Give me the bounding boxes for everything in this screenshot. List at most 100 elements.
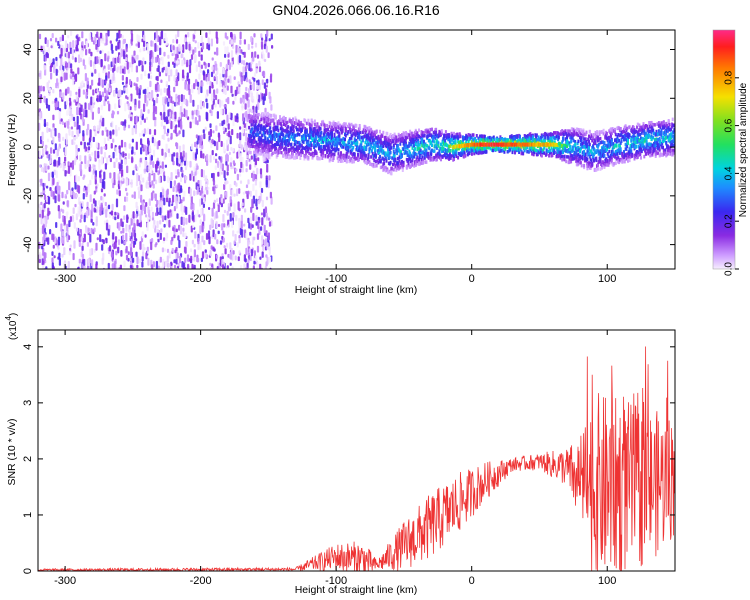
- heatmap-cell: [374, 164, 377, 168]
- heatmap-cell: [375, 136, 378, 140]
- heatmap-cell: [63, 225, 67, 233]
- heatmap-cell: [114, 216, 117, 221]
- heatmap-cell: [330, 153, 333, 157]
- heatmap-cell: [189, 94, 192, 103]
- heatmap-cell: [224, 248, 227, 255]
- heatmap-cell: [205, 98, 208, 103]
- heatmap-cell: [119, 33, 122, 38]
- heatmap-cell: [167, 61, 170, 68]
- heatmap-cell: [313, 122, 316, 126]
- heatmap-cell: [259, 144, 262, 148]
- heatmap-cell: [260, 33, 263, 39]
- heatmap-cell: [293, 149, 296, 153]
- heatmap-cell: [72, 73, 75, 77]
- heatmap-cell: [287, 130, 290, 134]
- heatmap-cell: [401, 133, 403, 137]
- heatmap-cell: [252, 212, 255, 221]
- heatmap-cell: [226, 171, 229, 176]
- heatmap-cell: [62, 235, 65, 245]
- heatmap-cell: [227, 78, 230, 83]
- heatmap-cell: [217, 204, 220, 213]
- heatmap-cell: [68, 250, 71, 256]
- heatmap-cell: [47, 172, 51, 182]
- heatmap-cell: [531, 152, 534, 156]
- heatmap-cell: [357, 153, 359, 157]
- heatmap-cell: [327, 153, 330, 158]
- heatmap-cell: [411, 131, 414, 136]
- heatmap-cell: [82, 59, 85, 66]
- heatmap-cell: [55, 97, 58, 102]
- heatmap-cell: [236, 230, 239, 234]
- heatmap-cell: [213, 199, 216, 204]
- heatmap-cell: [161, 67, 164, 73]
- heatmap-cell: [200, 85, 203, 94]
- heatmap-cell: [251, 198, 254, 208]
- heatmap-cell: [52, 149, 56, 154]
- heatmap-cell: [399, 142, 402, 146]
- heatmap-cell: [280, 150, 283, 155]
- heatmap-cell: [229, 75, 232, 84]
- heatmap-cell: [286, 120, 289, 125]
- heatmap-cell: [194, 231, 197, 239]
- heatmap-cell: [135, 201, 138, 209]
- heatmap-cell: [248, 88, 251, 95]
- heatmap-cell: [111, 120, 114, 128]
- heatmap-cell: [66, 200, 69, 207]
- heatmap-cell: [179, 152, 183, 160]
- heatmap-cell: [177, 60, 180, 64]
- heatmap-cell: [135, 115, 138, 124]
- heatmap-cell: [231, 220, 234, 228]
- heatmap-cell: [184, 152, 188, 159]
- heatmap-cell: [154, 43, 157, 52]
- heatmap-cell: [373, 130, 376, 134]
- heatmap-cell: [279, 138, 281, 142]
- heatmap-cell: [327, 127, 329, 132]
- heatmap-cell: [245, 86, 248, 92]
- heatmap-cell: [310, 118, 313, 122]
- heatmap-cell: [215, 221, 218, 229]
- heatmap-cell: [229, 213, 232, 222]
- heatmap-cell: [111, 251, 114, 258]
- heatmap-cell: [343, 122, 346, 126]
- heatmap-cell: [156, 199, 159, 205]
- heatmap-cell: [183, 190, 186, 197]
- heatmap-cell: [203, 197, 206, 204]
- heatmap-cell: [216, 239, 219, 245]
- heatmap-cell: [132, 257, 135, 263]
- heatmap-cell: [310, 143, 313, 148]
- heatmap-cell: [122, 68, 125, 74]
- heatmap-cell: [99, 170, 102, 178]
- heatmap-cell: [461, 147, 464, 151]
- heatmap-cell: [127, 153, 131, 160]
- heatmap-cell: [513, 148, 516, 152]
- heatmap-cell: [297, 151, 300, 155]
- heatmap-cell: [209, 123, 212, 128]
- heatmap-cell: [535, 148, 538, 153]
- heatmap-cell: [63, 215, 66, 225]
- heatmap-cell: [167, 137, 170, 142]
- heatmap-cell: [327, 140, 330, 145]
- heatmap-cell: [43, 194, 47, 200]
- heatmap-cell: [84, 155, 87, 164]
- heatmap-cell: [79, 155, 82, 162]
- heatmap-cell: [250, 249, 253, 257]
- heatmap-cell: [300, 122, 303, 127]
- heatmap-cell: [222, 85, 225, 94]
- heatmap-cell: [174, 111, 177, 120]
- heatmap-cell: [233, 193, 236, 197]
- heatmap-cell: [180, 188, 183, 193]
- heatmap-cell: [40, 192, 43, 199]
- heatmap-cell: [431, 139, 434, 143]
- heatmap-cell: [143, 144, 146, 150]
- heatmap-cell: [414, 147, 416, 151]
- heatmap-cell: [184, 257, 187, 263]
- heatmap-cell: [210, 142, 213, 149]
- heatmap-cell: [232, 250, 235, 255]
- heatmap-cell: [83, 258, 86, 266]
- heatmap-cell: [41, 131, 44, 141]
- heatmap-cell: [344, 134, 347, 138]
- heatmap-cell: [413, 150, 416, 154]
- heatmap-cell: [128, 143, 131, 149]
- heatmap-cell: [219, 240, 223, 245]
